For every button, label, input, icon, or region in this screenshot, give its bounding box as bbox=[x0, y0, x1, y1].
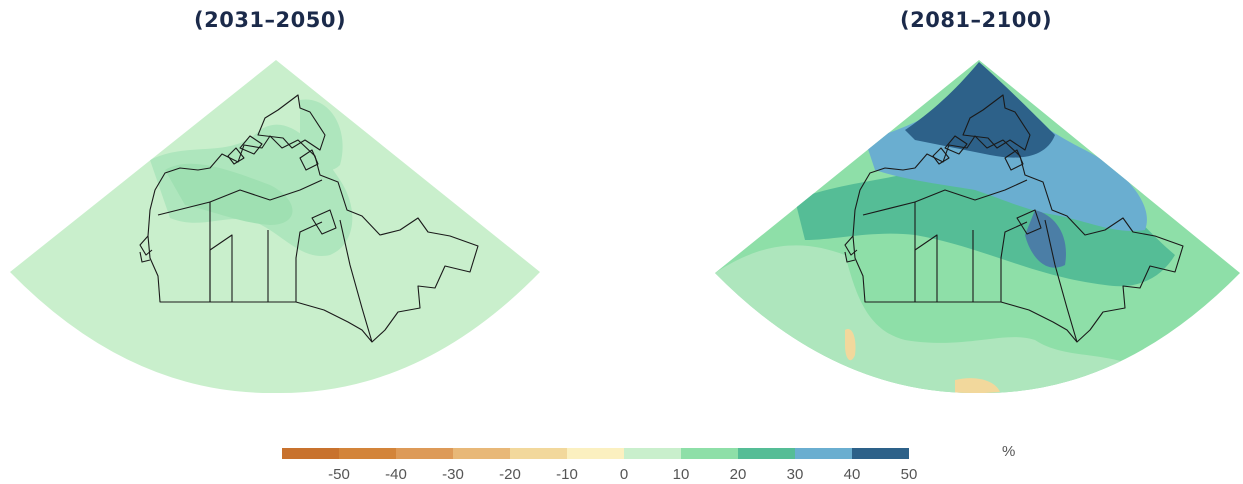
panel-title-2081-2100: (2081–2100) bbox=[900, 8, 1053, 32]
color-scale-tick-label: -10 bbox=[556, 466, 578, 483]
canada-outline-right bbox=[844, 94, 1184, 343]
color-scale-swatch bbox=[453, 448, 510, 459]
map-2031-2050 bbox=[10, 60, 540, 394]
legend-unit-label: % bbox=[1002, 443, 1016, 460]
color-scale-swatch bbox=[339, 448, 396, 459]
color-scale-legend: -50 -40 -30 -20 -10 0 10 20 30 40 50 % bbox=[280, 443, 1040, 484]
color-scale-tick-label: -20 bbox=[499, 466, 521, 483]
color-scale-tick-label: 30 bbox=[786, 466, 804, 483]
color-scale-tick-label: 50 bbox=[900, 466, 918, 483]
color-scale-tick-label: 10 bbox=[672, 466, 690, 483]
color-scale-swatch bbox=[738, 448, 795, 459]
color-scale-swatch bbox=[795, 448, 852, 459]
color-scale-tick-label: 0 bbox=[619, 466, 629, 483]
map-2081-2100 bbox=[715, 60, 1240, 394]
color-scale-tick-label: 40 bbox=[843, 466, 861, 483]
precip-change-field-right bbox=[715, 60, 1240, 394]
color-scale-tick-label: -50 bbox=[328, 466, 350, 483]
color-scale-swatch bbox=[510, 448, 567, 459]
color-scale-swatch bbox=[852, 448, 909, 459]
color-scale-tick-label: -30 bbox=[442, 466, 464, 483]
color-scale-swatch bbox=[567, 448, 624, 459]
color-scale-tick-label: -40 bbox=[385, 466, 407, 483]
precip-change-field-left bbox=[10, 60, 540, 394]
panel-title-2031-2050: (2031–2050) bbox=[194, 8, 347, 32]
color-scale-swatch bbox=[624, 448, 681, 459]
canada-outline-left bbox=[139, 94, 479, 343]
color-scale-tick-label: 20 bbox=[729, 466, 747, 483]
color-scale-swatch bbox=[282, 448, 339, 459]
color-scale-swatch bbox=[681, 448, 738, 459]
color-scale-swatch bbox=[396, 448, 453, 459]
